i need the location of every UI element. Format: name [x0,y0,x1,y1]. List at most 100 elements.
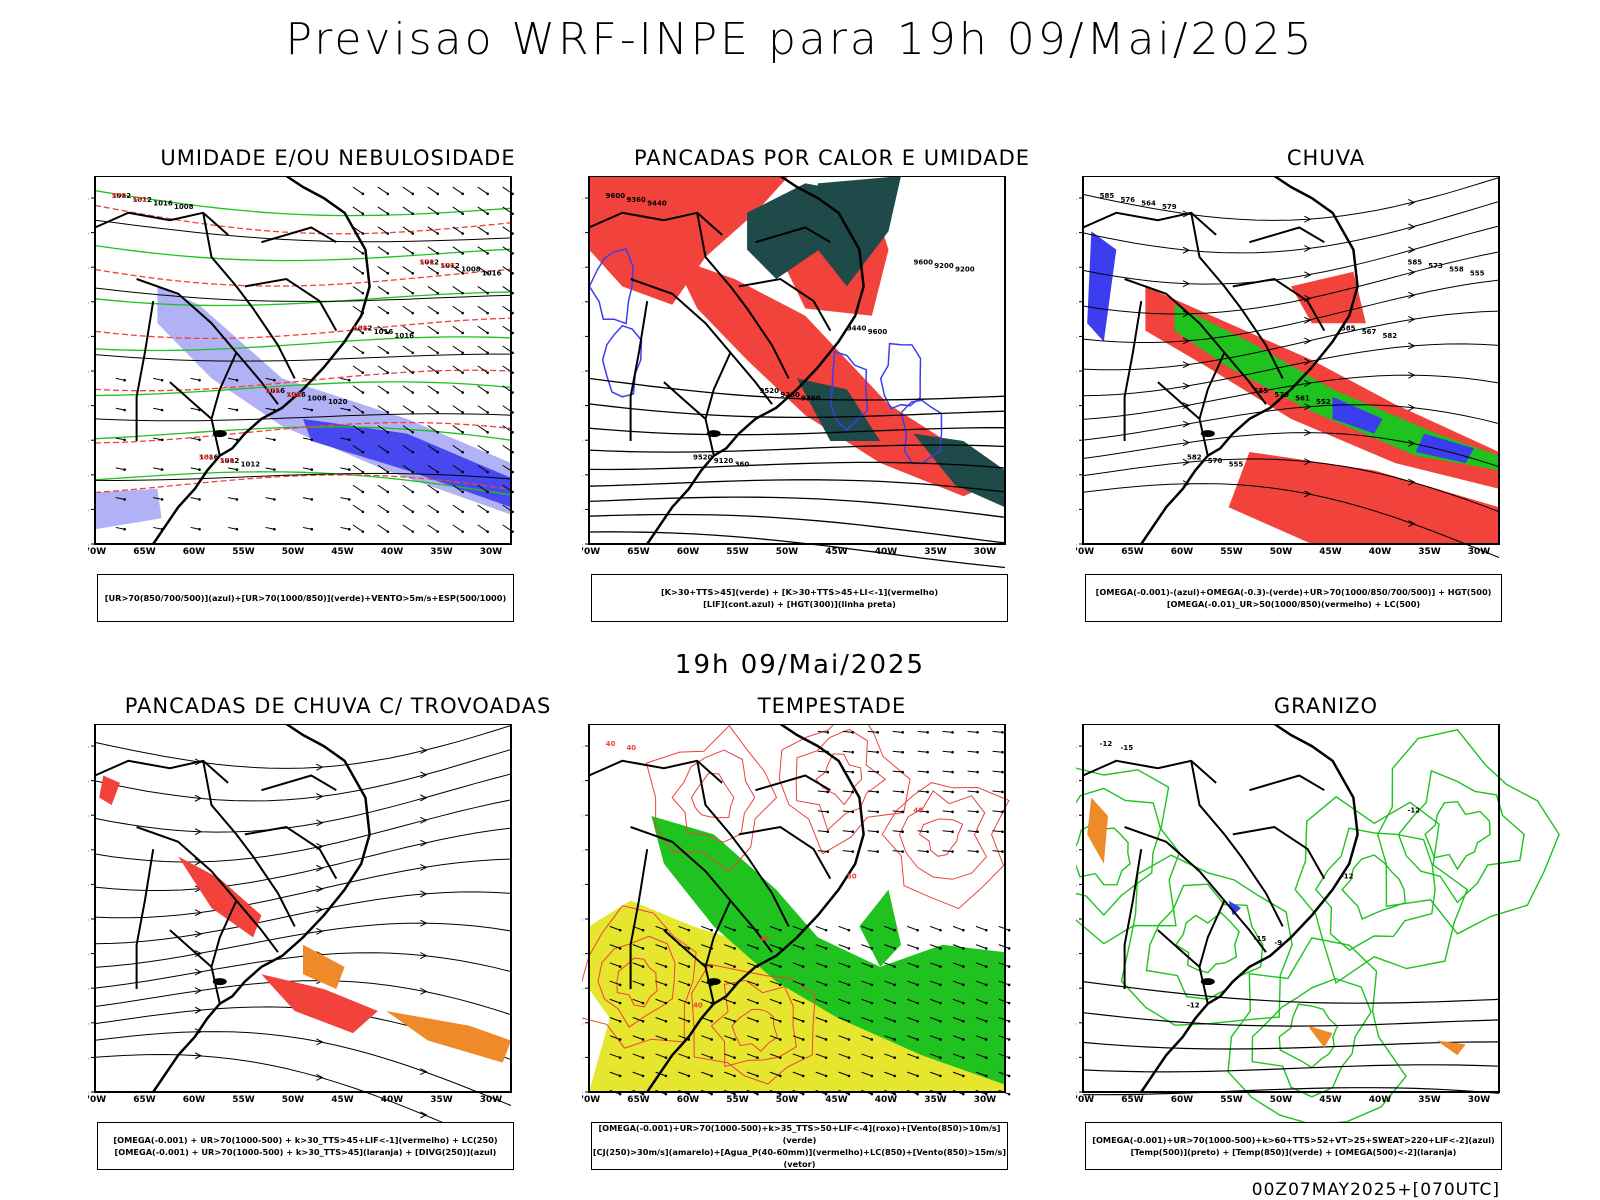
streamline [1082,432,1500,468]
wind-vector-head [984,928,988,932]
contour-label: 576 [440,262,455,270]
wind-vector [452,266,463,274]
wind-vector-head [310,527,314,531]
lon-label: 60W [1171,547,1194,557]
wind-vector-head [939,965,942,968]
contour-label: 9440 [647,199,667,207]
wind-vector [842,750,853,753]
wind-vector [377,345,389,354]
lat-label: 39S [88,1053,89,1063]
contour-line [94,336,512,352]
wind-vector [992,790,1003,793]
wind-vector [678,925,689,931]
wind-vector-head [641,947,645,950]
wind-vector-head [851,830,855,834]
contour-label: -9 [1274,939,1282,947]
wind-vector [377,206,389,215]
temp850-contour [1251,977,1372,1098]
streamline-arrow [1182,458,1191,466]
wind-vector-head [618,1038,622,1041]
lat-label: 18S [88,263,89,273]
wind-vector [427,305,438,314]
wind-vector [427,186,438,195]
wind-vector-head [123,498,126,501]
contour-label: 1008 [461,266,481,274]
wind-vector [992,750,1003,753]
wind-vector-head [461,371,464,374]
wind-vector-head [386,450,390,454]
wind-vector [655,980,667,986]
wind-vector [867,750,878,753]
wind-vector-head [347,468,351,471]
contour-label: 552 [132,196,147,204]
wind-vector-head [1007,1019,1011,1023]
wind-vector [402,365,414,374]
contour-label: 1012 [132,196,152,204]
wind-vector [975,998,987,1004]
streamline-arrow [194,930,203,938]
contour-label: -15 [1254,935,1267,943]
wind-vector-head [756,1019,759,1023]
contour-label: 9440 [847,325,867,333]
temp850-contour [1120,854,1293,1026]
lon-label: 65W [1121,1095,1144,1105]
wind-vector-head [641,1056,645,1059]
wind-vector-head [1007,1001,1011,1005]
lat-label: 24S [582,880,583,890]
wind-vector-head [1001,850,1004,853]
wind-vector-head [824,947,828,950]
contour-label: 9200 [955,266,975,274]
wind-vector [838,962,850,968]
wind-vector [427,365,438,374]
wind-vector [842,850,853,853]
wind-vector-head [486,450,489,454]
wind-vector [817,830,828,833]
border-line [1232,825,1326,880]
contour-label: 9360 [801,394,821,402]
wind-vector-head [436,371,440,374]
wind-vector-head [984,1056,988,1059]
wind-vector-head [160,498,164,501]
contour-label: 585 [1341,325,1356,333]
wind-vector-head [235,527,239,531]
contour-line [588,461,1006,471]
streamline-arrow [194,968,203,976]
wind-vector-head [870,1038,874,1041]
wind-vector [477,464,488,473]
contour-label: 558 [1449,266,1464,274]
contour-line [588,427,1005,436]
streamline [94,799,512,863]
lon-label: 70W [1076,547,1094,557]
wind-vector-head [386,391,390,394]
wind-vector [402,464,414,473]
legend-line: [OMEGA(-0.01)_UR>50(1000/850)(vermelho) … [1166,599,1421,609]
wind-vector [115,497,125,500]
wind-vector [452,464,463,473]
contour-line [1082,1012,1500,1027]
contour-line [94,421,512,444]
wind-vector-head [687,965,691,968]
shaded-area [99,775,120,805]
wind-vector-head [123,527,126,531]
lat-label: 42S [582,1088,583,1098]
wind-vector-head [926,731,929,734]
wind-vector-head [347,408,351,412]
wind-vector [998,1017,1010,1022]
contour-line [588,479,1006,493]
wind-vector [861,1035,872,1040]
lat-label: 27S [582,367,583,377]
wind-vector [838,980,850,986]
wind-vector [861,980,872,986]
lat-label: 36S [582,1019,583,1029]
lat-label: 33S [582,984,583,994]
contour-label: 1012 [241,461,261,469]
wind-vector [746,998,758,1004]
wind-vector [815,1035,827,1040]
wind-vector [998,944,1010,949]
wind-vector-head [926,810,929,814]
contour-line [588,377,1006,401]
streamline-arrow [1304,490,1312,498]
wind-vector-head [160,408,164,412]
contour-line [1082,1064,1500,1073]
wind-vector [975,925,987,931]
